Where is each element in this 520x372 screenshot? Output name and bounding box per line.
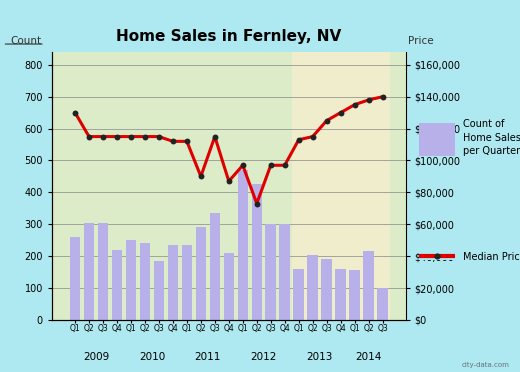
Text: 2013: 2013 bbox=[306, 352, 333, 362]
Bar bbox=[98, 223, 108, 320]
Bar bbox=[70, 237, 80, 320]
Bar bbox=[154, 261, 164, 320]
Point bbox=[113, 134, 121, 140]
Point bbox=[350, 102, 359, 108]
Text: 2012: 2012 bbox=[251, 352, 277, 362]
Point bbox=[239, 162, 247, 168]
Title: Home Sales in Fernley, NV: Home Sales in Fernley, NV bbox=[116, 29, 342, 44]
Text: Count: Count bbox=[10, 36, 42, 46]
Bar bbox=[210, 213, 220, 320]
Point bbox=[267, 162, 275, 168]
Bar bbox=[84, 223, 94, 320]
Point bbox=[365, 97, 373, 103]
Point bbox=[294, 137, 303, 143]
Bar bbox=[293, 269, 304, 320]
Point bbox=[168, 138, 177, 144]
Bar bbox=[167, 245, 178, 320]
Bar bbox=[238, 170, 248, 320]
Text: city-data.com: city-data.com bbox=[462, 362, 510, 368]
Point bbox=[253, 201, 261, 206]
Bar bbox=[112, 250, 122, 320]
Bar bbox=[181, 245, 192, 320]
Bar bbox=[349, 270, 360, 320]
Bar bbox=[335, 269, 346, 320]
Bar bbox=[292, 52, 389, 320]
Point bbox=[211, 134, 219, 140]
Bar bbox=[279, 224, 290, 320]
Bar bbox=[196, 227, 206, 320]
Text: 2011: 2011 bbox=[194, 352, 221, 362]
Text: 2014: 2014 bbox=[355, 352, 382, 362]
Point bbox=[379, 94, 387, 100]
Bar bbox=[307, 254, 318, 320]
Point bbox=[225, 178, 233, 184]
Bar bbox=[68, 52, 292, 320]
Point bbox=[183, 138, 191, 144]
Point bbox=[141, 134, 149, 140]
Text: 2010: 2010 bbox=[139, 352, 165, 362]
Bar bbox=[266, 224, 276, 320]
Point bbox=[155, 134, 163, 140]
Bar bbox=[378, 288, 388, 320]
Bar bbox=[224, 253, 234, 320]
Point bbox=[197, 173, 205, 179]
Point bbox=[281, 162, 289, 168]
Point bbox=[71, 110, 79, 116]
Point bbox=[85, 134, 93, 140]
Text: Price: Price bbox=[408, 36, 434, 46]
Bar bbox=[321, 259, 332, 320]
Point bbox=[99, 134, 107, 140]
Point bbox=[336, 110, 345, 116]
Bar bbox=[252, 185, 262, 320]
Text: 2009: 2009 bbox=[83, 352, 109, 362]
Point bbox=[308, 134, 317, 140]
Text: Median Price: Median Price bbox=[463, 252, 520, 262]
Point bbox=[127, 134, 135, 140]
Bar bbox=[140, 243, 150, 320]
Bar bbox=[126, 240, 136, 320]
Text: Count of
Home Sales
per Quarter: Count of Home Sales per Quarter bbox=[463, 119, 520, 156]
Point bbox=[322, 118, 331, 124]
Bar bbox=[363, 251, 374, 320]
